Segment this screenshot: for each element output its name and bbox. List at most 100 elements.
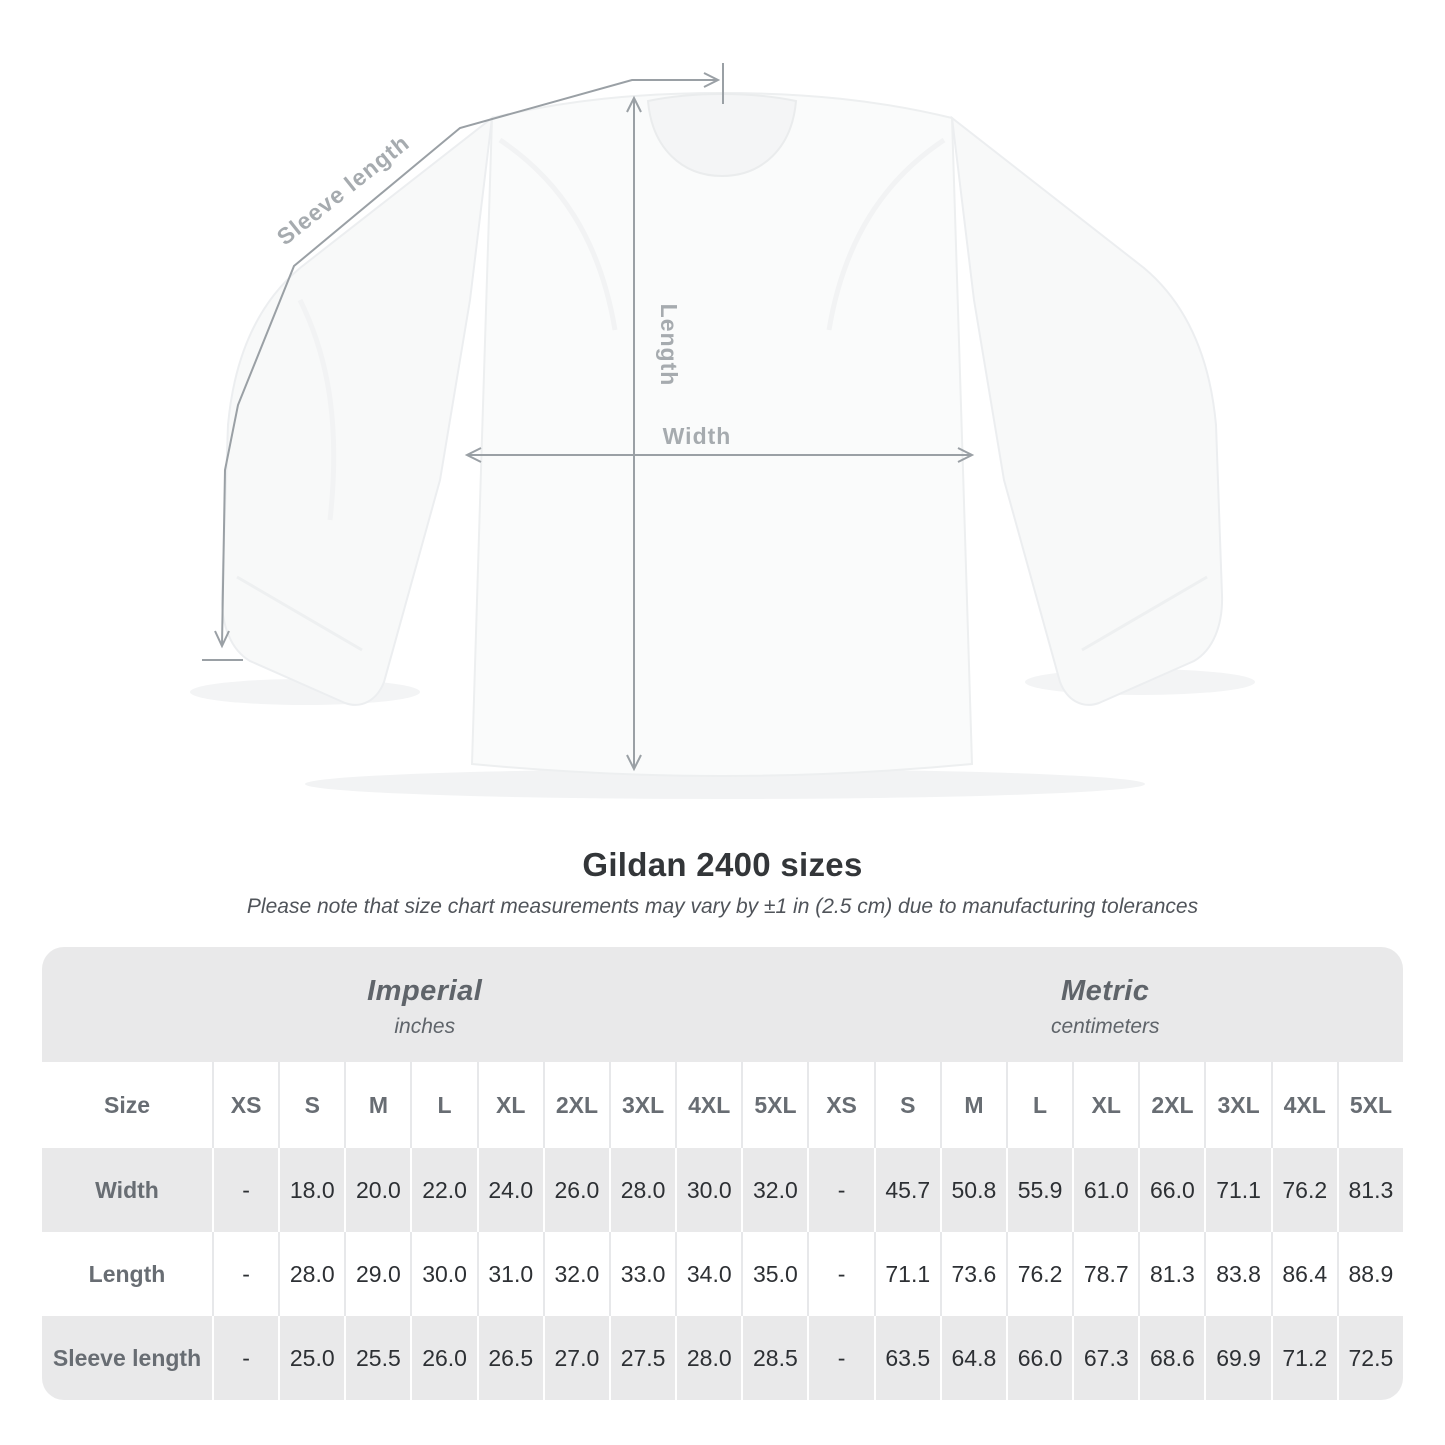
table-cell: 68.6 xyxy=(1138,1316,1205,1400)
table-cell: 18.0 xyxy=(278,1148,345,1232)
table-cell: - xyxy=(212,1316,279,1400)
table-cell: 26.0 xyxy=(410,1316,477,1400)
table-cell: 71.2 xyxy=(1270,1316,1337,1400)
table-cell: 24.0 xyxy=(476,1148,543,1232)
table-cell: 71.1 xyxy=(1204,1148,1271,1232)
table-cell: 86.4 xyxy=(1270,1232,1337,1316)
tolerance-note: Please note that size chart measurements… xyxy=(246,895,1199,918)
size-col-header-imperial-l: L xyxy=(410,1062,477,1148)
size-col-header-metric-3xl: 3XL xyxy=(1204,1062,1271,1148)
size-col-header-imperial-3xl: 3XL xyxy=(608,1062,676,1148)
size-col-header-metric-xs: XS xyxy=(807,1062,874,1148)
table-cell: 31.0 xyxy=(476,1232,543,1316)
shirt-right-sleeve xyxy=(950,115,1224,706)
table-cell: 28.0 xyxy=(608,1148,676,1232)
width-label: Width xyxy=(663,423,732,449)
imperial-unit-header: Imperial inches xyxy=(42,947,808,1062)
table-cell: 32.0 xyxy=(542,1232,609,1316)
imperial-unit: inches xyxy=(394,1014,456,1038)
table-cell: 26.0 xyxy=(542,1148,609,1232)
table-cell: 27.5 xyxy=(608,1316,676,1400)
table-cell: 76.2 xyxy=(1005,1232,1073,1316)
size-col-header-imperial-m: M xyxy=(344,1062,411,1148)
table-cell: 81.3 xyxy=(1336,1148,1403,1232)
size-col-header-metric-l: L xyxy=(1005,1062,1073,1148)
size-col-header-imperial-4xl: 4XL xyxy=(675,1062,742,1148)
shirt-left-sleeve xyxy=(220,115,494,706)
size-col-header-metric-5xl: 5XL xyxy=(1336,1062,1403,1148)
table-cell: 71.1 xyxy=(873,1232,940,1316)
table-cell: 28.0 xyxy=(278,1232,345,1316)
table-cell: 78.7 xyxy=(1072,1232,1139,1316)
table-cell: 28.5 xyxy=(741,1316,808,1400)
size-col-header-metric-4xl: 4XL xyxy=(1270,1062,1337,1148)
shirt-diagram-svg: Sleeve length Length Width xyxy=(190,63,1255,799)
table-cell: 83.8 xyxy=(1204,1232,1271,1316)
table-cell: - xyxy=(212,1148,279,1232)
size-col-header-metric-xl: XL xyxy=(1072,1062,1139,1148)
size-col-header-imperial-s: S xyxy=(278,1062,345,1148)
table-cell: 30.0 xyxy=(410,1232,477,1316)
table-cell: 30.0 xyxy=(675,1148,742,1232)
metric-unit: centimeters xyxy=(1050,1014,1160,1038)
sleeve-length-arrow-icon xyxy=(703,72,721,88)
table-cell: 81.3 xyxy=(1138,1232,1205,1316)
width-left-arrow-icon xyxy=(464,447,482,463)
table-cell: 61.0 xyxy=(1072,1148,1139,1232)
table-cell: 20.0 xyxy=(344,1148,411,1232)
table-cell: 50.8 xyxy=(939,1148,1006,1232)
table-cell: 22.0 xyxy=(410,1148,477,1232)
size-col-header-metric-2xl: 2XL xyxy=(1138,1062,1205,1148)
length-down-arrow-icon xyxy=(626,754,642,772)
table-cell: - xyxy=(807,1148,874,1232)
table-cell: 73.6 xyxy=(939,1232,1006,1316)
shirt-measurement-diagram: Sleeve length Length Width xyxy=(190,63,1255,799)
row-label-sleeve-length: Sleeve length xyxy=(42,1316,212,1400)
sleeve-length-line xyxy=(221,79,718,646)
table-cell: - xyxy=(807,1232,874,1316)
table-cell: 26.5 xyxy=(476,1316,543,1400)
length-label: Length xyxy=(656,304,682,387)
table-cell: 45.7 xyxy=(873,1148,940,1232)
table-cell: 32.0 xyxy=(741,1148,808,1232)
size-col-header-metric-s: S xyxy=(873,1062,940,1148)
table-cell: 69.9 xyxy=(1204,1316,1271,1400)
size-table: Imperial inches Metric centimeters Size X… xyxy=(42,947,1403,1400)
size-col-header-imperial-xl: XL xyxy=(476,1062,543,1148)
size-col-header-imperial-5xl: 5XL xyxy=(741,1062,808,1148)
table-cell: - xyxy=(212,1232,279,1316)
page-title: Gildan 2400 sizes xyxy=(582,846,863,883)
metric-unit-header: Metric centimeters xyxy=(807,947,1403,1062)
table-cell: 29.0 xyxy=(344,1232,411,1316)
length-up-arrow-icon xyxy=(626,95,642,113)
table-cell: 25.0 xyxy=(278,1316,345,1400)
imperial-label: Imperial xyxy=(367,974,483,1007)
metric-label: Metric xyxy=(1061,974,1150,1007)
table-cell: 27.0 xyxy=(542,1316,609,1400)
sleeve-length-down-arrow-icon xyxy=(214,630,230,649)
table-cell: 35.0 xyxy=(741,1232,808,1316)
table-cell: 64.8 xyxy=(939,1316,1006,1400)
shirt-collar xyxy=(646,92,798,178)
table-cell: 28.0 xyxy=(675,1316,742,1400)
table-cell: 63.5 xyxy=(873,1316,940,1400)
row-label-width: Width xyxy=(42,1148,212,1232)
table-cell: 25.5 xyxy=(344,1316,411,1400)
table-cell: 33.0 xyxy=(608,1232,676,1316)
size-col-header-imperial-xs: XS xyxy=(212,1062,279,1148)
shirt-illustration xyxy=(220,91,1224,778)
title-block: Gildan 2400 sizes Please note that size … xyxy=(0,846,1445,919)
size-column-header: Size xyxy=(42,1062,212,1148)
row-label-length: Length xyxy=(42,1232,212,1316)
table-cell: 88.9 xyxy=(1336,1232,1403,1316)
table-cell: - xyxy=(807,1316,874,1400)
measurement-lines xyxy=(202,63,975,772)
table-cell: 72.5 xyxy=(1336,1316,1403,1400)
table-cell: 34.0 xyxy=(675,1232,742,1316)
size-col-header-imperial-2xl: 2XL xyxy=(542,1062,609,1148)
table-cell: 55.9 xyxy=(1005,1148,1073,1232)
table-cell: 67.3 xyxy=(1072,1316,1139,1400)
table-cell: 66.0 xyxy=(1005,1316,1073,1400)
table-cell: 76.2 xyxy=(1270,1148,1337,1232)
table-cell: 66.0 xyxy=(1138,1148,1205,1232)
